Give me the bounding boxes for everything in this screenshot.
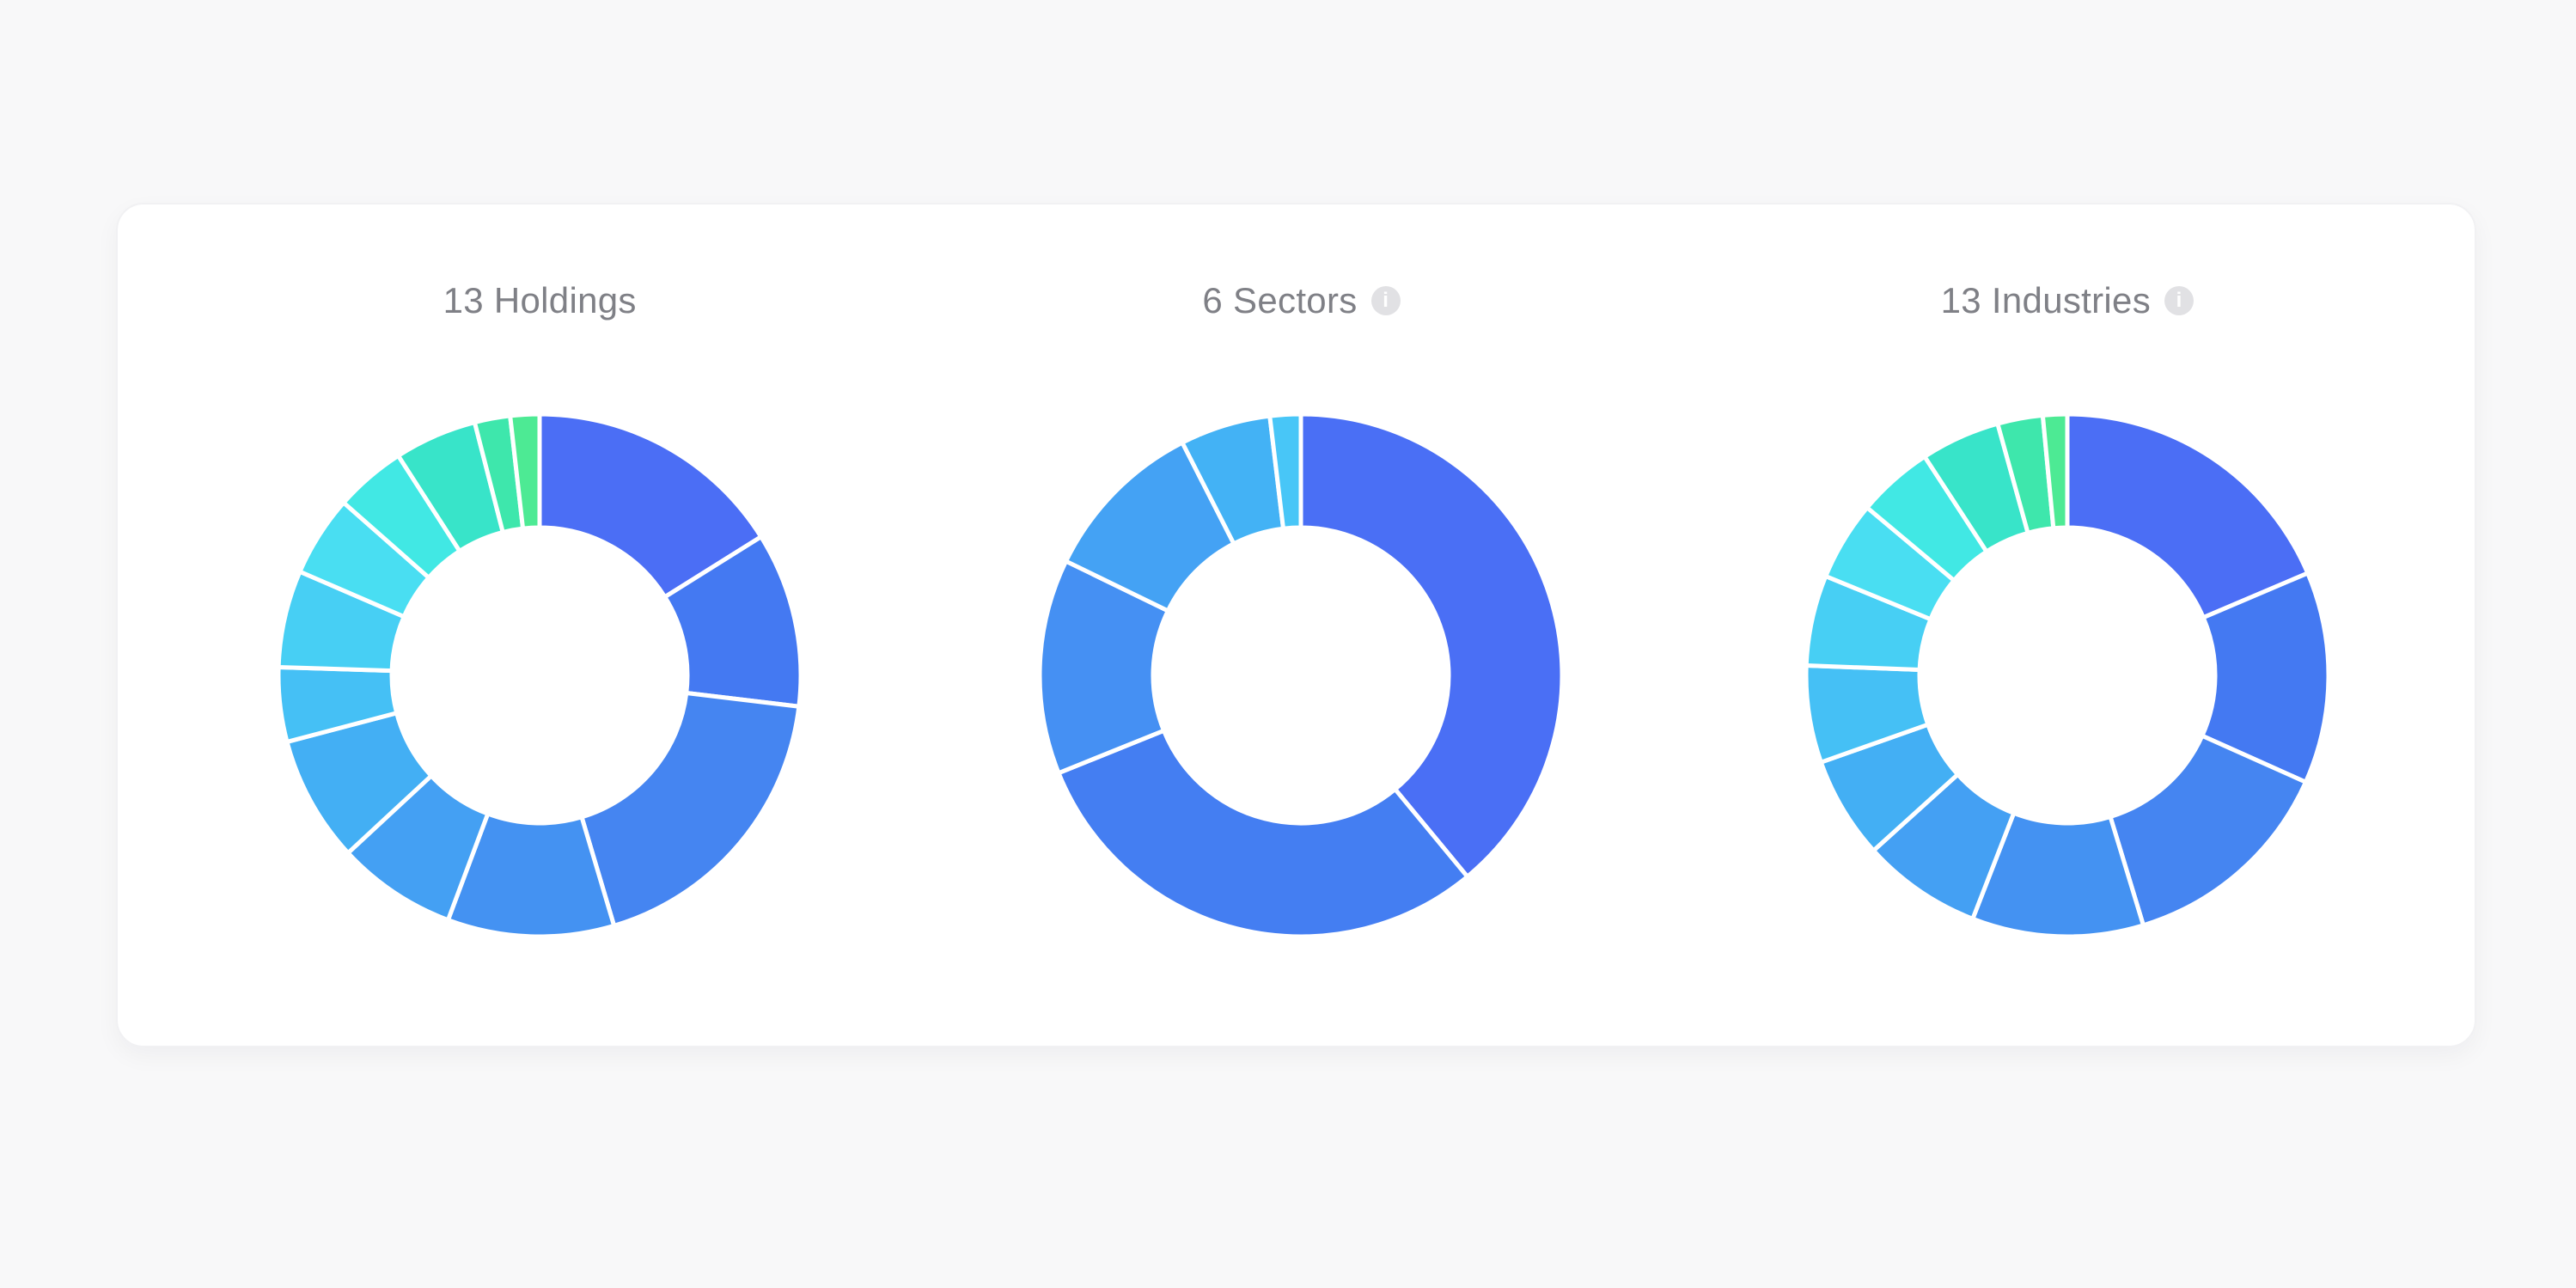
chart-title-industries: 13 Industries (1940, 280, 2151, 320)
donut-chart-industries (1804, 412, 2331, 939)
donut-segment-1[interactable] (2065, 412, 2310, 620)
chart-header-holdings: 13 Holdings (443, 277, 637, 325)
chart-column-industries: 13 Industries i (1675, 204, 2460, 1046)
chart-header-sectors: 6 Sectors i (1202, 277, 1401, 325)
diversification-card: 13 Holdings 6 Sectors i 13 Industries i (116, 203, 2476, 1047)
chart-column-holdings: 13 Holdings (147, 204, 932, 1046)
donut-segment-2[interactable] (1057, 728, 1470, 939)
info-icon[interactable]: i (2164, 286, 2194, 315)
info-icon-glyph: i (1383, 289, 1389, 312)
donut-segment-3[interactable] (579, 690, 802, 928)
chart-column-sectors: 6 Sectors i (908, 204, 1694, 1046)
chart-title-sectors: 6 Sectors (1202, 280, 1358, 320)
donut-segment-6[interactable] (1267, 412, 1303, 531)
donut-segment-2[interactable] (2200, 571, 2331, 784)
donut-segment-1[interactable] (537, 412, 764, 600)
chart-header-industries: 13 Industries i (1941, 277, 2194, 325)
donut-chart-sectors (1038, 412, 1565, 939)
donut-segment-1[interactable] (1298, 412, 1565, 879)
chart-title-holdings: 13 Holdings (443, 280, 637, 320)
donut-segment-13[interactable] (2040, 412, 2070, 531)
info-icon[interactable]: i (1370, 286, 1401, 315)
donut-segment-13[interactable] (508, 412, 542, 531)
donut-chart-holdings (276, 412, 803, 939)
info-icon-glyph: i (2176, 289, 2182, 312)
